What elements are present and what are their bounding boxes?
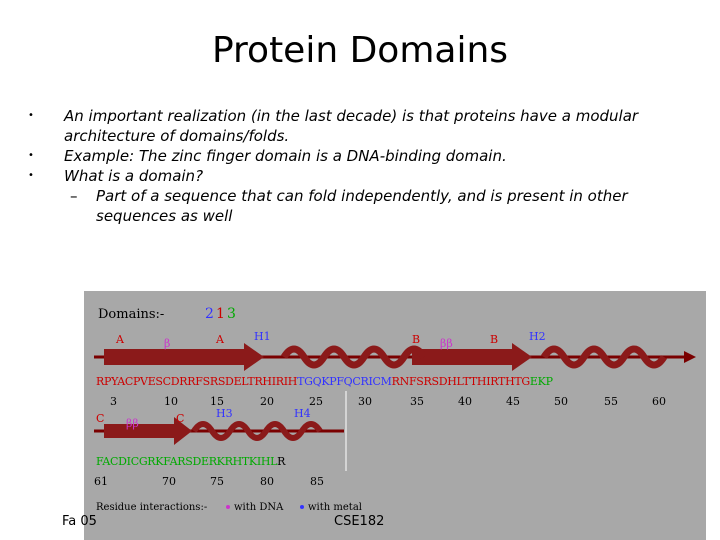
zinc-finger-domain-figure: Domains:- 1 2 3 A β A H1 B ββ B H2 RPYAC…: [84, 291, 706, 540]
footer-left: Fa 05: [62, 514, 97, 529]
domain-number-1: 1: [216, 306, 225, 322]
dash-icon: –: [70, 187, 78, 205]
bullet-text: What is a domain?: [64, 167, 204, 185]
bullet-list: • An important realization (in the last …: [28, 106, 658, 226]
strand-arrow-c: [104, 417, 192, 445]
svg-text:30: 30: [358, 395, 372, 408]
svg-text:60: 60: [652, 395, 666, 408]
bullet-dot-icon: •: [28, 150, 34, 161]
svg-text:20: 20: [260, 395, 274, 408]
label-a: A: [115, 333, 125, 346]
svg-text:75: 75: [210, 475, 224, 488]
bullet-text: An important realization (in the last de…: [64, 107, 639, 145]
legend-dna: with DNA: [234, 502, 284, 513]
label-c: C: [96, 412, 104, 425]
bullet-dot-icon: •: [28, 170, 34, 181]
figure-header-label: Domains:-: [98, 307, 164, 322]
svg-text:70: 70: [162, 475, 176, 488]
tick-labels-row-1: 3 10 15 20 25 30 35 40 45 50 55 60: [110, 395, 666, 408]
svg-text:35: 35: [410, 395, 424, 408]
helix-h1: [281, 345, 427, 369]
label-b: B: [490, 333, 498, 346]
sub-bullet-text: Part of a sequence that can fold indepen…: [96, 187, 628, 225]
svg-text:3: 3: [110, 395, 117, 408]
label-h2: H2: [529, 330, 546, 343]
legend-prefix: Residue interactions:-: [96, 502, 207, 513]
svg-text:25: 25: [309, 395, 323, 408]
svg-text:15: 15: [210, 395, 224, 408]
svg-text:80: 80: [260, 475, 274, 488]
metal-marker-icon: [300, 505, 304, 509]
svg-text:40: 40: [458, 395, 472, 408]
label-h1: H1: [254, 330, 271, 343]
domain-number-3: 3: [227, 306, 236, 322]
label-c: C: [176, 412, 184, 425]
footer-right: CSE182: [334, 514, 385, 529]
bullet-dot-icon: •: [28, 110, 34, 121]
svg-text:45: 45: [506, 395, 520, 408]
strand-arrow-b: [412, 343, 532, 371]
label-h3: H3: [216, 407, 233, 420]
tick-labels-row-2: 61 70 75 80 85: [94, 475, 324, 488]
label-h4: H4: [294, 407, 311, 420]
backbone-arrow-icon: [684, 351, 696, 363]
label-b: B: [412, 333, 420, 346]
sub-bullet-item: – Part of a sequence that can fold indep…: [28, 186, 658, 226]
label-a: A: [215, 333, 225, 346]
slide-title: Protein Domains: [211, 30, 509, 71]
label-beta: β: [164, 337, 170, 350]
bullet-text: Example: The zinc finger domain is a DNA…: [64, 147, 507, 165]
svg-text:55: 55: [604, 395, 618, 408]
svg-text:50: 50: [554, 395, 568, 408]
svg-text:10: 10: [164, 395, 178, 408]
sequence-row-1: RPYACPVESCDRRFSRSDELTRHIRIHTGQKPFQCRICMR…: [96, 375, 554, 388]
bullet-item: • Example: The zinc finger domain is a D…: [28, 146, 658, 166]
bullet-item: • An important realization (in the last …: [28, 106, 658, 146]
domain-number-2: 2: [205, 306, 214, 322]
dna-marker-icon: [226, 505, 230, 509]
helix-h2: [541, 345, 667, 369]
legend-metal: with metal: [308, 502, 362, 513]
strand-arrow-a: [104, 343, 264, 371]
sequence-row-2: FACDICGRKFARSDERKRHTKIHLR: [96, 455, 286, 468]
label-beta-beta: ββ: [126, 417, 139, 430]
label-beta-beta: ββ: [440, 337, 453, 350]
domain-diagram: Domains:- 1 2 3 A β A H1 B ββ B H2 RPYAC…: [94, 306, 696, 513]
svg-text:61: 61: [94, 475, 108, 488]
helix-h3-h4: [191, 421, 323, 441]
svg-text:85: 85: [310, 475, 324, 488]
bullet-item: • What is a domain?: [28, 166, 658, 186]
